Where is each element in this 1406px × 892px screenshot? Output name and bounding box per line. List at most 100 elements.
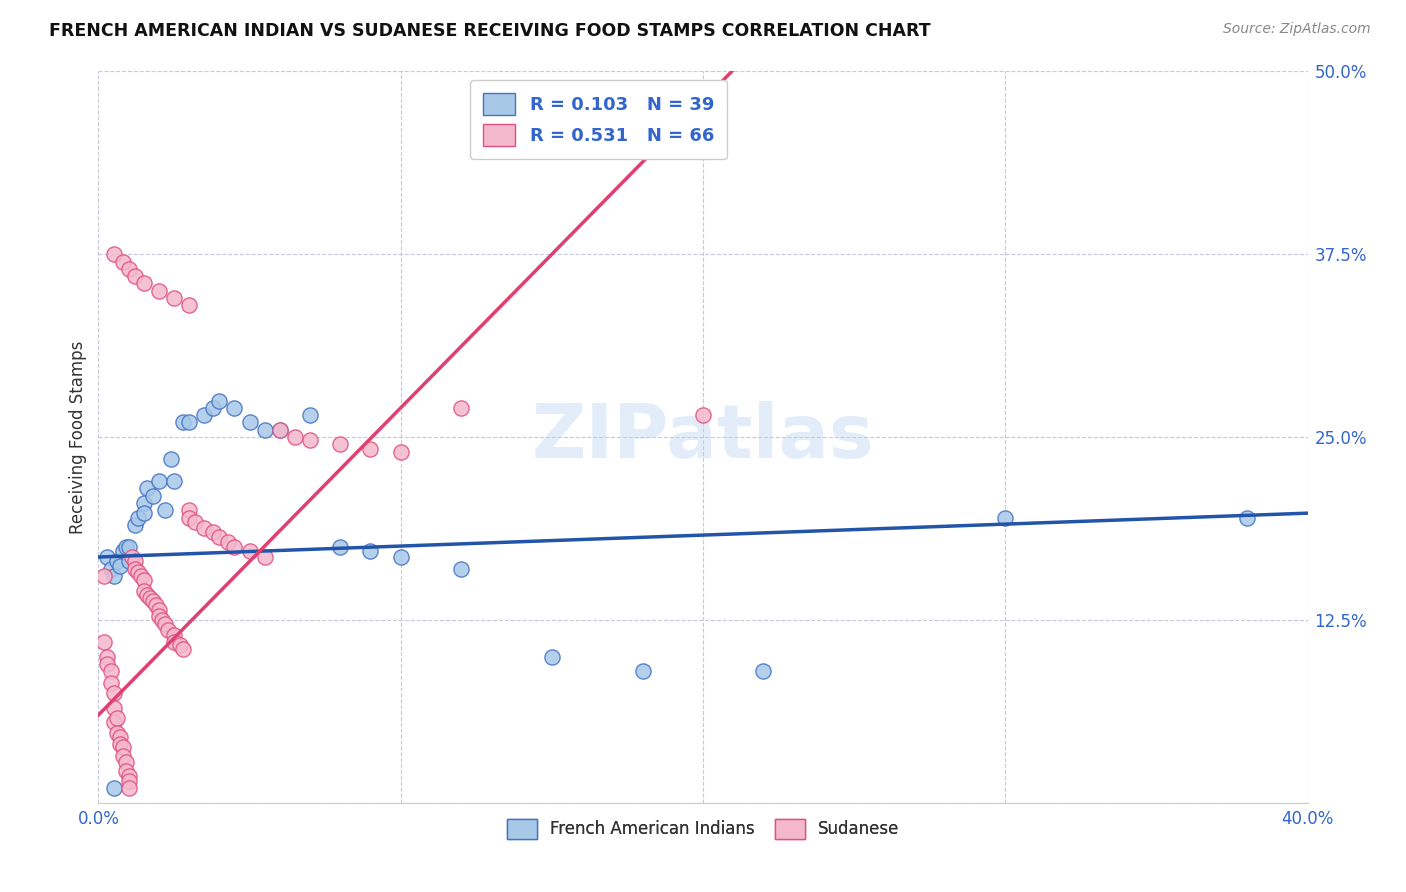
Point — [329, 437, 352, 451]
Point — [96, 549, 118, 564]
Point — [100, 664, 122, 678]
Point — [153, 503, 176, 517]
Text: ZIPatlas: ZIPatlas — [531, 401, 875, 474]
Point — [93, 569, 115, 583]
Point — [124, 554, 146, 568]
Point — [118, 781, 141, 796]
Point — [111, 740, 134, 755]
Point — [179, 298, 201, 312]
Point — [202, 401, 225, 415]
Point — [179, 416, 201, 430]
Point — [132, 277, 155, 291]
Point — [148, 608, 170, 623]
Point — [540, 649, 562, 664]
Point — [193, 521, 215, 535]
Point — [111, 749, 134, 764]
Point — [114, 764, 136, 778]
Point — [163, 291, 186, 305]
Point — [389, 549, 412, 564]
Point — [153, 617, 176, 632]
Point — [299, 408, 322, 422]
Point — [127, 510, 149, 524]
Point — [224, 401, 246, 415]
Point — [114, 755, 136, 769]
Point — [253, 549, 276, 564]
Point — [692, 408, 714, 422]
Point — [132, 506, 155, 520]
Point — [150, 613, 173, 627]
Point — [269, 423, 291, 437]
Point — [103, 247, 125, 261]
Point — [172, 416, 194, 430]
Point — [135, 481, 157, 495]
Point — [129, 569, 152, 583]
Point — [208, 393, 231, 408]
Point — [132, 574, 155, 588]
Point — [135, 588, 157, 602]
Point — [145, 599, 167, 613]
Point — [217, 535, 239, 549]
Point — [105, 725, 128, 739]
Legend: French American Indians, Sudanese: French American Indians, Sudanese — [501, 812, 905, 846]
Point — [124, 562, 146, 576]
Point — [127, 565, 149, 579]
Point — [121, 549, 143, 564]
Point — [184, 515, 207, 529]
Point — [132, 496, 155, 510]
Point — [450, 401, 472, 415]
Point — [139, 591, 162, 605]
Point — [156, 623, 179, 637]
Point — [111, 544, 134, 558]
Point — [224, 540, 246, 554]
Point — [148, 603, 170, 617]
Y-axis label: Receiving Food Stamps: Receiving Food Stamps — [69, 341, 87, 533]
Point — [118, 769, 141, 783]
Text: FRENCH AMERICAN INDIAN VS SUDANESE RECEIVING FOOD STAMPS CORRELATION CHART: FRENCH AMERICAN INDIAN VS SUDANESE RECEI… — [49, 22, 931, 40]
Point — [100, 562, 122, 576]
Point — [239, 416, 262, 430]
Point — [108, 558, 131, 573]
Point — [96, 657, 118, 671]
Point — [105, 711, 128, 725]
Point — [179, 503, 201, 517]
Point — [193, 408, 215, 422]
Point — [118, 773, 141, 788]
Point — [111, 254, 134, 268]
Point — [389, 444, 412, 458]
Point — [103, 715, 125, 730]
Point — [148, 284, 170, 298]
Point — [163, 474, 186, 488]
Point — [163, 627, 186, 641]
Point — [105, 554, 128, 568]
Point — [118, 261, 141, 276]
Point — [360, 442, 382, 456]
Point — [148, 474, 170, 488]
Point — [132, 583, 155, 598]
Point — [329, 540, 352, 554]
Point — [142, 489, 165, 503]
Point — [118, 554, 141, 568]
Point — [1236, 510, 1258, 524]
Point — [202, 525, 225, 540]
Point — [179, 510, 201, 524]
Point — [450, 562, 472, 576]
Point — [360, 544, 382, 558]
Point — [163, 635, 186, 649]
Point — [114, 540, 136, 554]
Point — [103, 781, 125, 796]
Point — [169, 638, 191, 652]
Point — [208, 530, 231, 544]
Point — [994, 510, 1017, 524]
Point — [93, 635, 115, 649]
Point — [269, 423, 291, 437]
Point — [103, 686, 125, 700]
Point — [108, 730, 131, 744]
Point — [103, 569, 125, 583]
Point — [96, 649, 118, 664]
Text: Source: ZipAtlas.com: Source: ZipAtlas.com — [1223, 22, 1371, 37]
Point — [103, 700, 125, 714]
Point — [752, 664, 775, 678]
Point — [172, 642, 194, 657]
Point — [100, 676, 122, 690]
Point — [108, 737, 131, 751]
